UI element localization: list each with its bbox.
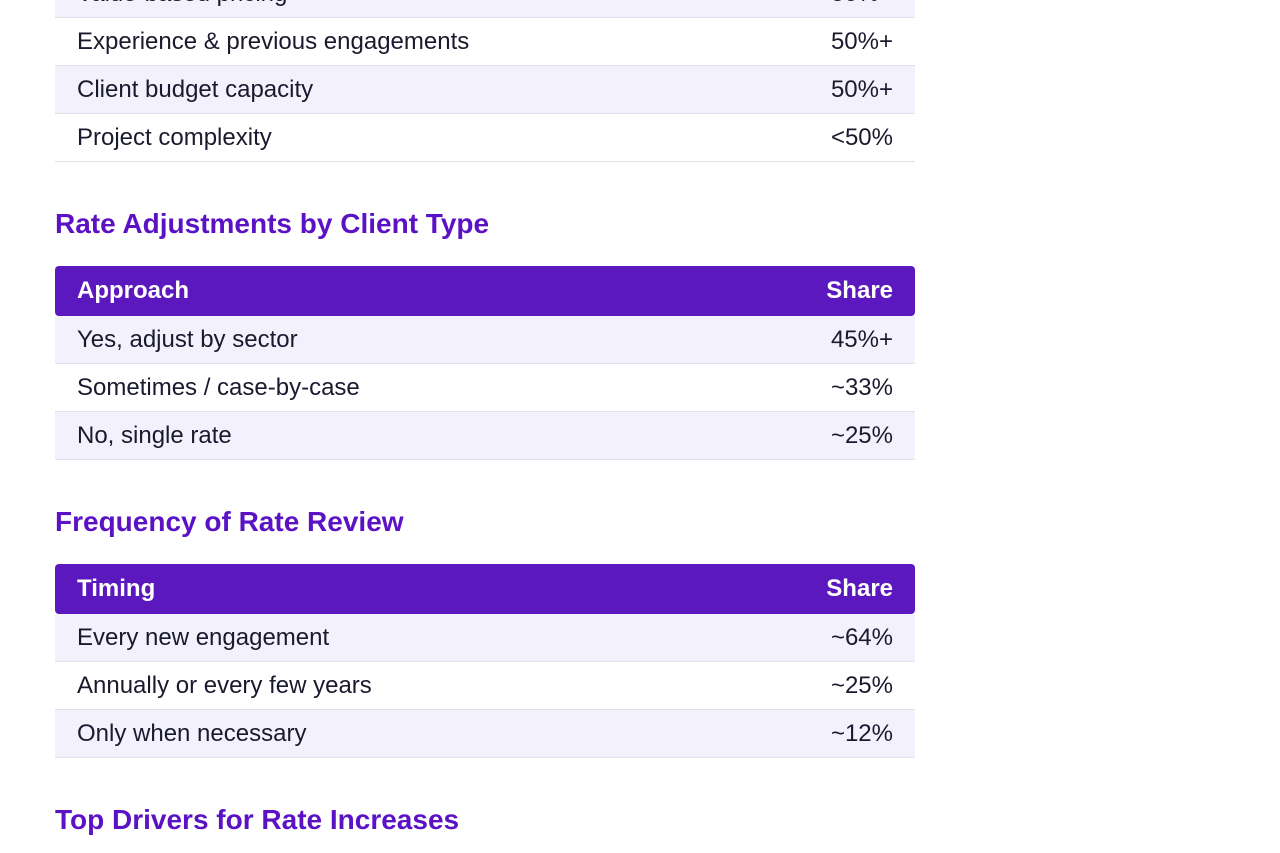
row-label: Annually or every few years [55, 661, 704, 710]
column-header-share: Share [697, 266, 915, 316]
table-header-row: Timing Share [55, 564, 915, 614]
row-label: Only when necessary [55, 709, 704, 758]
rate-review-table: Timing Share Every new engagement ~64% A… [55, 564, 915, 758]
row-share: 50%+ [746, 17, 915, 66]
table-row: No, single rate ~25% [55, 411, 915, 460]
table-row: Project complexity <50% [55, 113, 915, 162]
row-label: Yes, adjust by sector [55, 316, 698, 364]
table-row: Sometimes / case-by-case ~33% [55, 363, 915, 412]
row-label: Sometimes / case-by-case [55, 363, 698, 412]
row-share: <50% [746, 113, 915, 162]
rate-review-heading: Frequency of Rate Review [55, 506, 404, 537]
table-header-row: Approach Share [55, 266, 915, 316]
row-share: 50%+ [746, 0, 915, 18]
content: Value-based pricing 50%+ Experience & pr… [55, 0, 915, 837]
table-row: Only when necessary ~12% [55, 709, 915, 758]
row-share: ~64% [703, 614, 915, 662]
column-header-approach: Approach [55, 266, 698, 316]
row-label: Client budget capacity [55, 65, 747, 114]
pricing-factors-table: Value-based pricing 50%+ Experience & pr… [55, 0, 915, 162]
row-share: ~12% [703, 709, 915, 758]
row-share: 50%+ [746, 65, 915, 114]
table-row: Annually or every few years ~25% [55, 661, 915, 710]
rate-increase-drivers-heading: Top Drivers for Rate Increases [55, 804, 460, 835]
table-row: Yes, adjust by sector 45%+ [55, 316, 915, 364]
column-header-share: Share [703, 564, 915, 614]
table-row: Every new engagement ~64% [55, 614, 915, 662]
client-type-table: Approach Share Yes, adjust by sector 45%… [55, 266, 915, 460]
row-share: ~25% [697, 411, 915, 460]
column-header-timing: Timing [55, 564, 704, 614]
row-label: Experience & previous engagements [55, 17, 747, 66]
row-share: ~33% [697, 363, 915, 412]
row-share: ~25% [703, 661, 915, 710]
row-share: 45%+ [697, 316, 915, 364]
row-label: Project complexity [55, 113, 747, 162]
client-type-heading: Rate Adjustments by Client Type [55, 208, 490, 239]
row-label: No, single rate [55, 411, 698, 460]
row-label: Every new engagement [55, 614, 704, 662]
table-row: Client budget capacity 50%+ [55, 65, 915, 114]
table-row: Value-based pricing 50%+ [55, 0, 915, 18]
table-row: Experience & previous engagements 50%+ [55, 17, 915, 66]
row-label: Value-based pricing [55, 0, 747, 18]
